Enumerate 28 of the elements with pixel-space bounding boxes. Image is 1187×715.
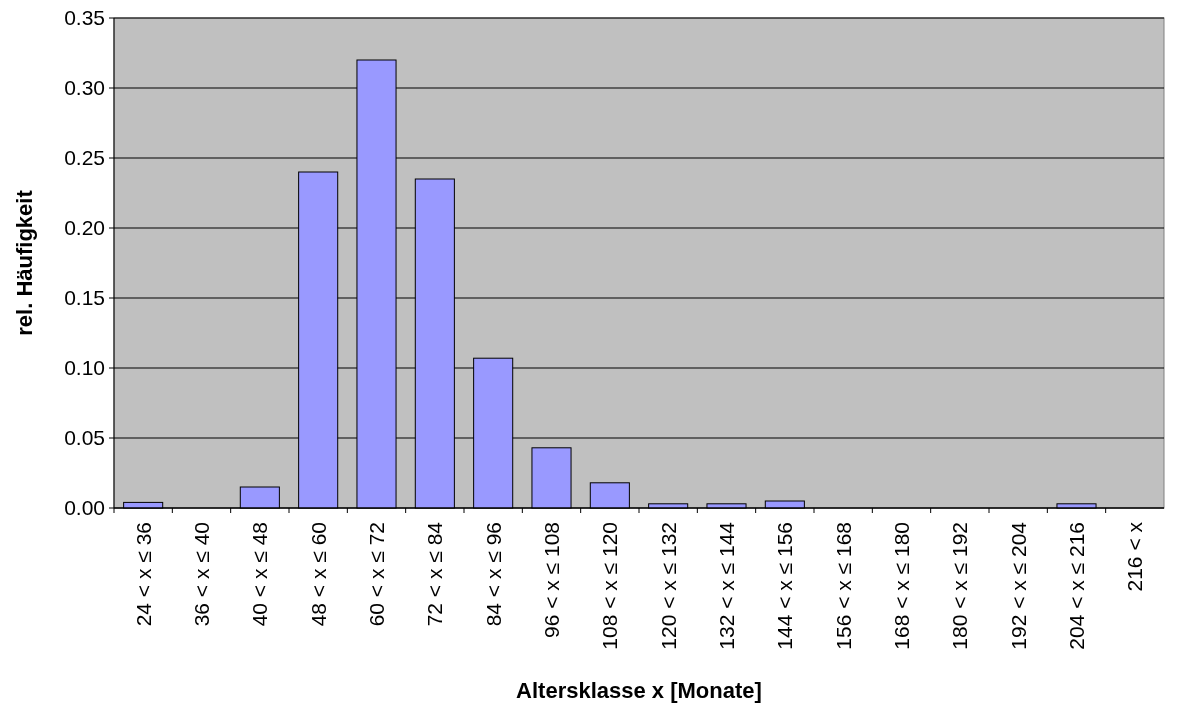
x-tick-label: 156 < x ≤ 168 [831,522,855,650]
y-axis-title: rel. Häufigkeit [12,189,37,336]
x-tick-label: 180 < x ≤ 192 [948,522,972,650]
x-tick-label: 144 < x ≤ 156 [773,522,797,650]
x-tick-label: 36 < x ≤ 40 [189,522,213,627]
x-tick-label: 132 < x ≤ 144 [714,521,738,650]
x-tick-label: 168 < x ≤ 180 [889,522,913,650]
x-tick-label: 60 < x ≤ 72 [364,522,388,627]
y-tick-label: 0.05 [64,426,105,450]
x-tick-label: 120 < x ≤ 132 [656,522,680,650]
x-tick-label: 84 < x ≤ 96 [481,522,505,627]
x-tick-label: 216 < x [1123,521,1147,592]
x-axis-title: Altersklasse x [Monate] [516,678,762,703]
x-tick-label: 108 < x ≤ 120 [598,522,622,650]
x-tick-label: 72 < x ≤ 84 [423,521,447,627]
x-tick-label: 40 < x ≤ 48 [248,522,272,627]
y-tick-label: 0.20 [64,216,105,240]
x-tick-label: 48 < x ≤ 60 [306,522,330,627]
y-tick-label: 0.25 [64,146,105,170]
x-tick-label: 192 < x ≤ 204 [1006,521,1030,650]
y-tick-label: 0.00 [64,496,105,520]
x-tick-label: 24 < x ≤ 36 [131,522,155,627]
y-tick-label: 0.10 [64,356,105,380]
x-tick-label: 96 < x ≤ 108 [539,522,563,639]
y-tick-label: 0.30 [64,76,105,100]
y-tick-label: 0.15 [64,286,105,310]
y-tick-label: 0.35 [64,6,105,30]
x-tick-label: 204 < x ≤ 216 [1064,522,1088,650]
